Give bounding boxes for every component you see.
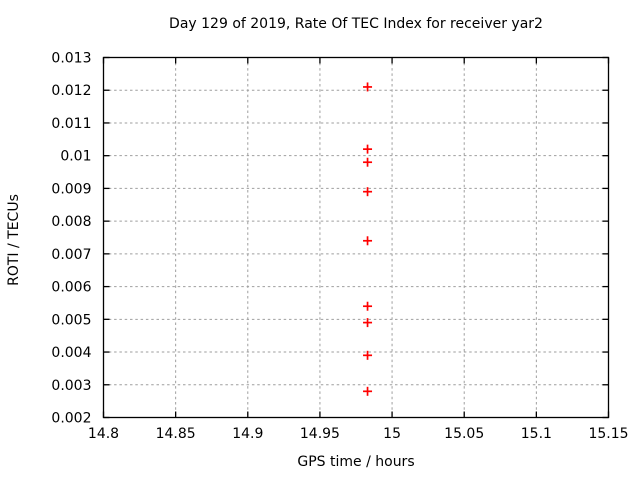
gridlines [103,57,609,418]
y-tick-label: 0.007 [51,247,91,263]
y-axis-label: ROTI / TECUs [6,194,22,286]
data-points [363,82,373,396]
x-tick-label: 14.95 [300,426,340,442]
y-tick-label: 0.006 [51,280,91,296]
y-tick-label: 0.005 [51,312,91,328]
y-tick-label: 0.01 [60,149,91,165]
chart-title: Day 129 of 2019, Rate Of TEC Index for r… [169,16,543,32]
x-tick-label: 15.05 [444,426,484,442]
x-tick-labels: 14.8 14.85 14.9 14.95 15 15.05 15.1 15.15 [88,426,629,442]
x-tick-label: 14.9 [232,426,263,442]
x-tick-label: 15.15 [588,426,628,442]
data-point-marker [363,350,373,360]
x-tick-label: 15.1 [521,426,552,442]
data-point-marker [363,82,373,92]
data-point-marker [363,144,373,154]
y-tick-labels: 0.002 0.003 0.004 0.005 0.006 0.007 0.008 0.009… [51,51,91,427]
y-tick-label: 0.002 [51,411,91,427]
axis-ticks [102,56,610,419]
data-point-marker [363,386,373,396]
data-point-marker [363,318,373,328]
x-axis-label: GPS time / hours [297,454,415,470]
y-tick-label: 0.009 [51,181,91,197]
data-point-marker [363,157,373,167]
y-tick-label: 0.008 [51,214,91,230]
data-point-marker [363,301,373,311]
data-point-marker [363,236,373,246]
x-tick-label: 14.8 [88,426,119,442]
data-point-marker [363,187,373,197]
y-tick-label: 0.004 [51,345,91,361]
y-tick-label: 0.003 [51,378,91,394]
x-tick-label: 14.85 [156,426,196,442]
x-tick-label: 15 [383,426,401,442]
y-tick-label: 0.011 [51,116,91,132]
y-tick-label: 0.012 [51,83,91,99]
plot-border [102,56,610,419]
border-rect [102,56,610,419]
y-tick-label: 0.013 [51,51,91,67]
